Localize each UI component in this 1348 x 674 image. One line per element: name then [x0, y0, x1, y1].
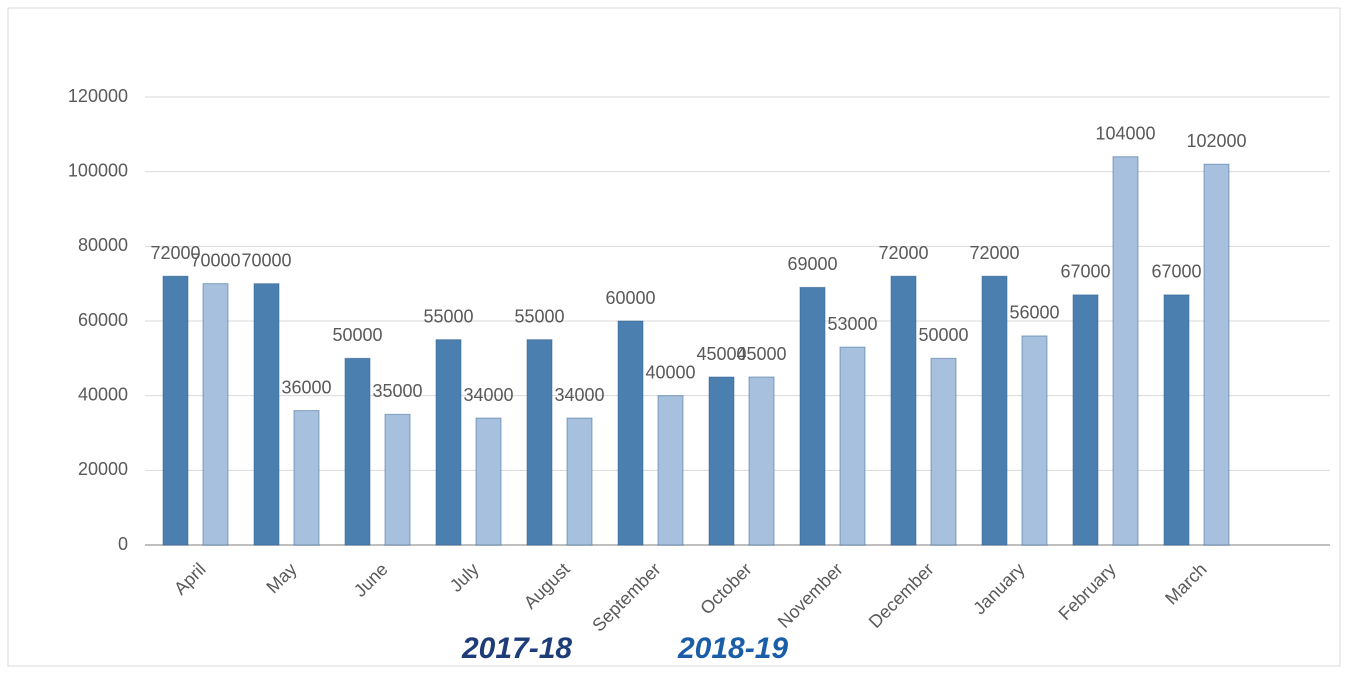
value-label: 34000 [554, 385, 604, 405]
bar [1112, 156, 1139, 546]
value-label: 45000 [736, 344, 786, 364]
legend-label: 2017-18 [461, 632, 572, 665]
value-label: 56000 [1009, 303, 1059, 323]
value-label: 69000 [787, 254, 837, 274]
y-tick-label: 80000 [78, 235, 128, 255]
value-label: 53000 [827, 314, 877, 334]
value-label: 50000 [332, 325, 382, 345]
value-label: 40000 [645, 362, 695, 382]
bar [930, 357, 957, 546]
bar [344, 357, 371, 546]
bar [202, 283, 229, 546]
bar [526, 339, 553, 546]
y-tick-label: 0 [118, 534, 128, 554]
value-label: 55000 [423, 306, 473, 326]
bar [617, 320, 644, 546]
y-tick-label: 40000 [78, 384, 128, 404]
y-tick-label: 60000 [78, 310, 128, 330]
bar [253, 283, 280, 546]
value-label: 34000 [463, 385, 513, 405]
value-label: 104000 [1095, 123, 1155, 143]
value-label: 45000 [696, 344, 746, 364]
bar [839, 346, 866, 546]
value-label: 35000 [372, 381, 422, 401]
value-label: 67000 [1151, 262, 1201, 282]
bar [162, 275, 189, 546]
bar [799, 286, 826, 546]
value-label: 72000 [969, 243, 1019, 263]
value-label: 102000 [1186, 131, 1246, 151]
bar [1203, 163, 1230, 546]
bar [293, 410, 320, 546]
y-tick-label: 120000 [68, 86, 128, 106]
value-label: 72000 [878, 243, 928, 263]
value-label: 50000 [918, 325, 968, 345]
bar [1021, 335, 1048, 546]
value-label: 60000 [605, 288, 655, 308]
bar [1072, 294, 1099, 546]
bar [890, 275, 917, 546]
value-label: 70000 [241, 250, 291, 270]
value-label: 70000 [190, 250, 240, 270]
bar [566, 417, 593, 546]
bar [708, 376, 735, 546]
bar [475, 417, 502, 546]
value-label: 55000 [514, 306, 564, 326]
bar [748, 376, 775, 546]
legend-label: 2018-19 [677, 632, 788, 665]
bar [384, 413, 411, 546]
value-label: 67000 [1060, 262, 1110, 282]
bar [657, 395, 684, 546]
value-label: 36000 [281, 377, 331, 397]
bar [435, 339, 462, 546]
bar [981, 275, 1008, 546]
bar [1163, 294, 1190, 546]
value-label: 72000 [150, 243, 200, 263]
y-tick-label: 100000 [68, 160, 128, 180]
y-tick-label: 20000 [78, 459, 128, 479]
